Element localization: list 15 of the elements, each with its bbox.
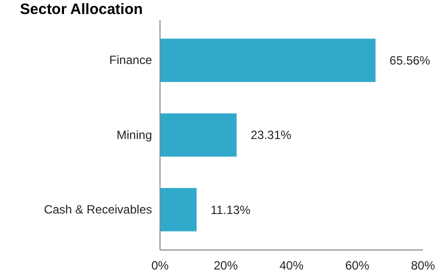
x-tick-label: 20% bbox=[214, 258, 238, 273]
data-label: 11.13% bbox=[210, 202, 251, 217]
bar bbox=[160, 38, 376, 82]
x-tick-label: 80% bbox=[410, 258, 436, 273]
x-tick-label: 0% bbox=[151, 258, 169, 273]
x-tick-label: 40% bbox=[279, 258, 304, 273]
y-tick-label: Finance bbox=[109, 53, 152, 68]
data-label: 23.31% bbox=[250, 128, 292, 142]
bar bbox=[160, 188, 197, 232]
chart-title: Sector Allocation bbox=[20, 1, 143, 18]
x-tick-label: 60% bbox=[345, 258, 370, 273]
bar bbox=[160, 113, 237, 157]
y-tick-label: Mining bbox=[116, 128, 152, 142]
y-tick-label: Cash & Receivables bbox=[44, 202, 152, 217]
data-label: 65.56% bbox=[390, 54, 431, 68]
